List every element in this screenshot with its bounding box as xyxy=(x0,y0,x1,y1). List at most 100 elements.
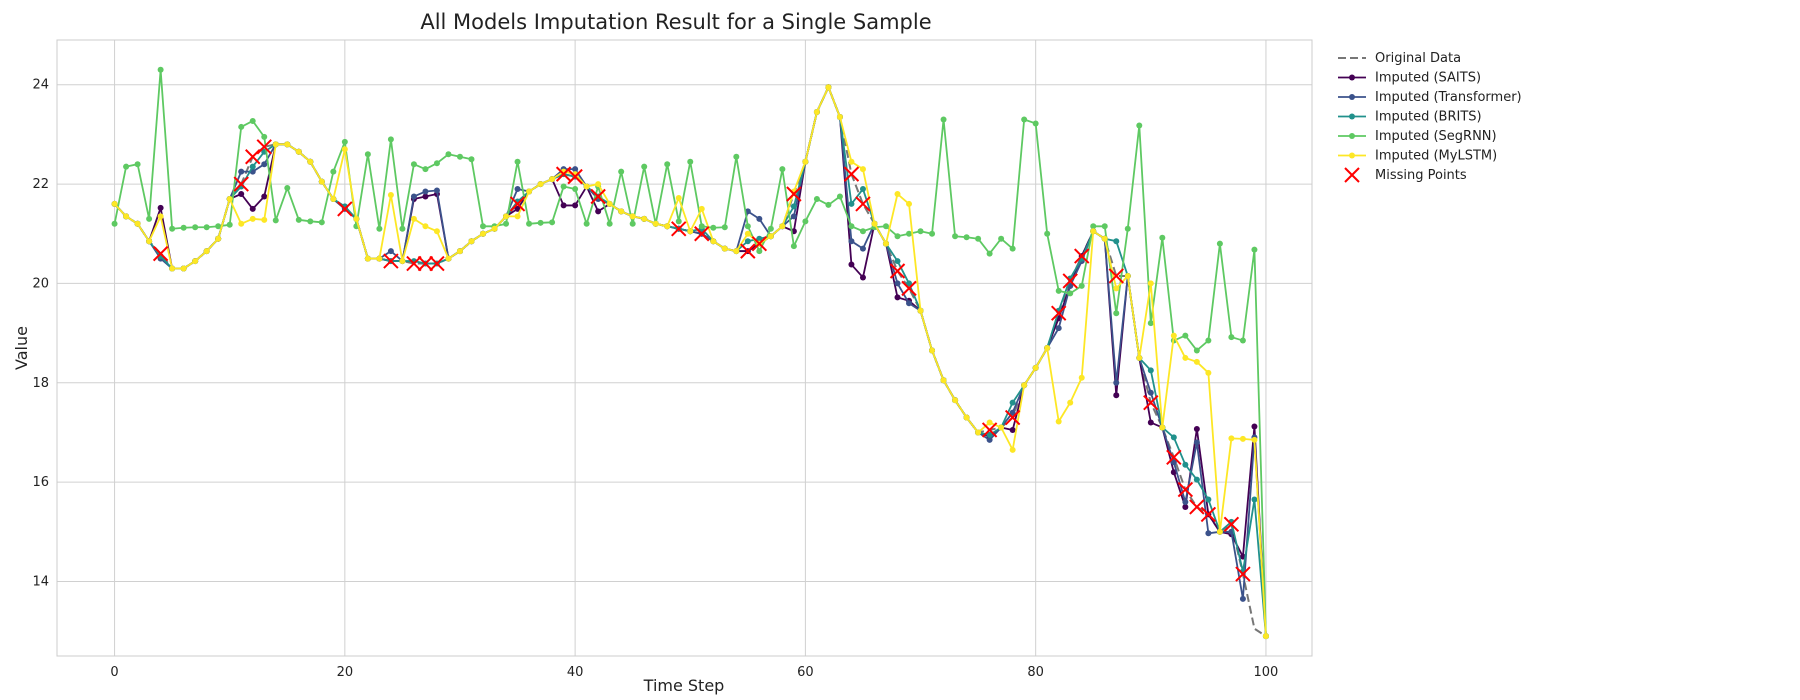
series-point xyxy=(882,240,889,247)
series-point xyxy=(618,168,625,175)
series-point xyxy=(859,166,866,173)
series-point xyxy=(261,161,268,168)
series-point xyxy=(1205,496,1212,503)
series-point xyxy=(1124,225,1131,232)
missing-point-marker xyxy=(590,188,606,205)
series-point xyxy=(537,181,544,188)
missing-point-marker xyxy=(245,149,261,165)
series-point xyxy=(387,191,394,198)
series-point xyxy=(1170,332,1177,339)
x-tick-label: 40 xyxy=(567,665,584,680)
series-point xyxy=(1251,436,1258,443)
series-point xyxy=(675,194,682,201)
series-point xyxy=(998,424,1005,431)
series-point xyxy=(756,235,763,242)
series-point xyxy=(1113,285,1120,292)
series-point xyxy=(1159,234,1166,241)
missing-point-marker xyxy=(1235,566,1251,582)
series-point xyxy=(629,220,636,227)
series-point xyxy=(1170,459,1177,466)
series-point xyxy=(906,280,913,287)
missing-point-marker xyxy=(889,263,906,279)
series-point xyxy=(376,255,383,262)
series-point xyxy=(756,215,763,222)
series-point xyxy=(468,238,475,245)
series-point xyxy=(929,347,936,354)
series-point xyxy=(537,219,544,226)
missing-point-marker xyxy=(1108,268,1124,284)
y-tick-label: 22 xyxy=(32,177,49,192)
y-tick-label: 24 xyxy=(32,78,49,93)
series-point xyxy=(399,225,406,232)
missing-point-marker xyxy=(843,166,860,182)
series-point xyxy=(1182,332,1189,339)
series-point xyxy=(1216,240,1223,247)
series-point xyxy=(1044,230,1051,237)
series-point xyxy=(134,161,141,168)
missing-point-marker xyxy=(740,243,756,259)
series-point xyxy=(445,255,452,262)
series-point xyxy=(790,243,797,250)
series-point xyxy=(1136,122,1143,129)
series-point xyxy=(341,138,348,145)
series-point xyxy=(1090,223,1097,230)
series-point xyxy=(307,218,314,225)
missing-point-marker xyxy=(417,255,434,272)
series-point xyxy=(399,258,406,265)
series-point xyxy=(1009,426,1016,433)
series-point xyxy=(146,238,153,245)
legend-item-series xyxy=(1338,113,1366,120)
series-point xyxy=(1193,358,1200,365)
y-axis-label: Value xyxy=(12,326,31,370)
series-point xyxy=(456,248,463,255)
series-point xyxy=(503,213,510,220)
missing-point-marker xyxy=(337,201,353,217)
series-point xyxy=(1239,435,1246,442)
x-tick-label: 60 xyxy=(797,665,814,680)
series-point xyxy=(859,245,866,252)
series-point xyxy=(848,238,855,245)
series-point xyxy=(318,178,325,185)
series-point xyxy=(433,228,440,235)
series-point xyxy=(226,195,233,202)
series-point xyxy=(261,216,268,223)
series-point xyxy=(433,187,440,194)
series-point xyxy=(744,230,751,237)
series-point xyxy=(1205,337,1212,344)
series-point xyxy=(698,205,705,212)
series-point xyxy=(848,223,855,230)
series-point xyxy=(733,248,740,255)
series-point xyxy=(192,258,199,265)
missing-point-marker xyxy=(1166,449,1182,465)
series-point xyxy=(1078,374,1085,381)
series-point xyxy=(387,248,394,255)
legend-label: Missing Points xyxy=(1375,168,1467,183)
series-point xyxy=(1101,223,1108,230)
series-point xyxy=(963,234,970,241)
series-point xyxy=(526,220,533,227)
series-point xyxy=(629,213,636,220)
series-point xyxy=(295,148,302,155)
series-point xyxy=(1113,310,1120,317)
series-point xyxy=(1182,354,1189,361)
series-point xyxy=(790,213,797,220)
series-point xyxy=(1262,633,1269,640)
series-point xyxy=(1239,337,1246,344)
y-tick-label: 20 xyxy=(32,276,49,291)
missing-point-marker xyxy=(751,235,768,252)
series-point xyxy=(1228,334,1235,341)
series-point xyxy=(929,230,936,237)
series-point xyxy=(583,183,590,190)
series-point xyxy=(445,151,452,158)
series-point xyxy=(641,215,648,222)
series-point xyxy=(917,228,924,235)
series-point xyxy=(1147,367,1154,374)
series-point xyxy=(249,215,256,222)
series-point xyxy=(560,183,567,190)
series-point xyxy=(514,213,521,220)
series-point xyxy=(652,220,659,227)
series-point xyxy=(606,200,613,207)
legend-item-series xyxy=(1338,152,1366,159)
series-point xyxy=(249,117,256,124)
missing-point-marker xyxy=(901,280,917,297)
